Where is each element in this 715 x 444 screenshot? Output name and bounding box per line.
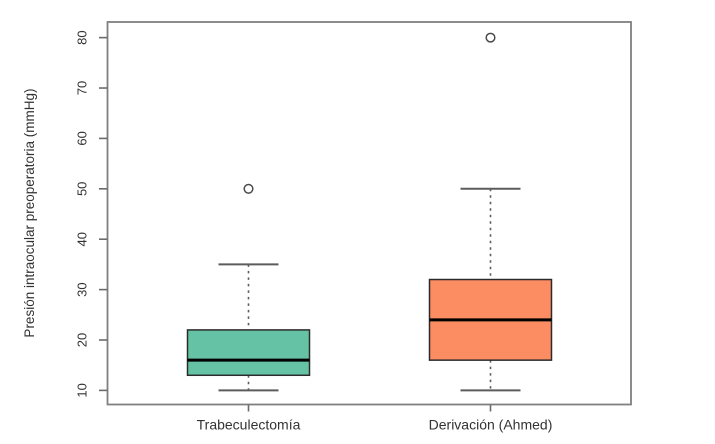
x-tick-label-derivacion-ahmed: Derivación (Ahmed): [429, 417, 553, 433]
x-tick-label-trabeculectomia: Trabeculectomía: [197, 417, 301, 433]
y-tick-label: 30: [75, 282, 90, 296]
y-tick-label: 80: [75, 30, 90, 44]
y-tick-label: 50: [75, 182, 90, 196]
plot-frame: [106, 21, 632, 406]
iqr-box: [186, 329, 311, 377]
box-group-trabeculectomia: Trabeculectomía: [186, 183, 311, 433]
y-axis-title: Presión intraocular preoperatoria (mmHg): [22, 88, 37, 338]
y-tick-label: 40: [75, 232, 90, 246]
y-tick-label: 70: [75, 81, 90, 95]
outlier-point: [243, 183, 254, 194]
y-tick-label: 60: [75, 131, 90, 145]
y-tick-label: 20: [75, 333, 90, 347]
y-tick-label: 10: [75, 383, 90, 397]
box-group-derivacion-ahmed: Derivación (Ahmed): [429, 32, 553, 433]
outlier-point: [485, 32, 496, 43]
